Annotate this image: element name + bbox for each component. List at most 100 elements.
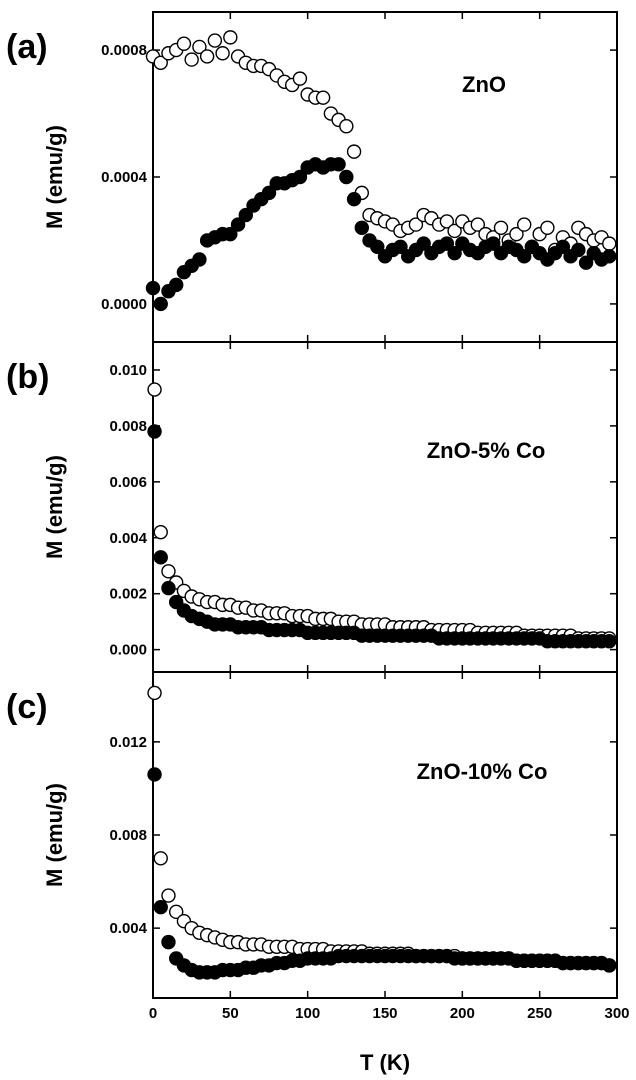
data-point (238, 207, 254, 223)
panel-label: (c) (6, 688, 48, 726)
y-axis-title: M (emu/g) (42, 455, 67, 559)
data-point (168, 277, 184, 293)
data-point (493, 220, 509, 235)
data-point (161, 888, 176, 903)
data-point (602, 958, 617, 973)
data-point (555, 239, 571, 255)
x-tick-label: 100 (295, 1005, 320, 1022)
data-point (602, 249, 617, 264)
series-filled-circle (147, 424, 617, 649)
y-tick-label: 0.0004 (101, 169, 148, 186)
y-tick-label: 0.0000 (101, 296, 147, 313)
data-point (215, 46, 230, 61)
data-point (439, 214, 455, 229)
y-tick-label: 0.0008 (101, 42, 147, 59)
data-point (161, 564, 176, 579)
data-point (346, 192, 362, 207)
data-point (571, 242, 586, 258)
y-tick-label: 0.008 (109, 827, 147, 844)
data-point (145, 280, 161, 296)
series-filled-circle (147, 767, 617, 980)
panel-label: (b) (6, 358, 49, 396)
y-tick-label: 0.002 (109, 586, 147, 603)
data-point (346, 144, 362, 159)
x-tick-label: 50 (222, 1005, 239, 1022)
data-point (602, 634, 617, 649)
data-point (147, 767, 162, 782)
data-point (147, 685, 162, 701)
data-point (517, 217, 532, 232)
data-point (578, 255, 594, 270)
data-point (168, 904, 184, 920)
y-axis-title: M (emu/g) (42, 125, 67, 229)
data-point (393, 239, 408, 255)
data-point (339, 119, 354, 134)
sample-annotation: ZnO-10% Co (417, 759, 548, 784)
x-tick-label: 250 (527, 1005, 552, 1022)
data-point (486, 236, 501, 251)
y-tick-label: 0.010 (109, 362, 147, 379)
data-point (509, 226, 524, 242)
data-point (147, 424, 162, 439)
panel-b: 0.000 0.002 0.004 0.006 0.008 0.010 (b) ZnO-5% … (6, 341, 618, 673)
series-open-circle (147, 382, 617, 646)
data-point (184, 52, 199, 67)
panel-a: 0.0000 0.0004 0.0008 (a) ZnO M (emu/g) (6, 11, 618, 343)
data-point (192, 252, 207, 267)
data-point (153, 296, 168, 312)
data-point (261, 185, 277, 201)
data-point (517, 249, 532, 264)
panel-c: 0.004 0.008 0.012 0 50 100 150 200 250 300 (c) ZnO-… (6, 671, 630, 1022)
data-point (161, 580, 176, 596)
data-point (192, 39, 207, 55)
data-point (153, 851, 168, 866)
data-point (153, 899, 168, 915)
series-open-circle (145, 30, 617, 258)
data-point (230, 217, 246, 232)
data-point (447, 223, 462, 239)
data-point (416, 236, 431, 251)
data-point (354, 220, 369, 235)
x-tick-label: 300 (604, 1005, 629, 1022)
panel-label: (a) (6, 28, 48, 66)
data-point (315, 90, 331, 105)
y-tick-label: 0.006 (109, 474, 147, 491)
data-point (447, 245, 462, 261)
x-tick-label: 200 (450, 1005, 475, 1022)
x-tick-label: 150 (372, 1005, 397, 1022)
data-point (292, 71, 308, 86)
data-point (408, 217, 424, 232)
data-point (370, 239, 385, 255)
data-point (161, 934, 176, 950)
data-point (470, 217, 485, 232)
y-axis-title: M (emu/g) (42, 783, 67, 887)
data-point (223, 226, 238, 242)
data-point (540, 220, 555, 235)
x-axis-title: T (K) (360, 1050, 410, 1075)
data-point (331, 157, 346, 172)
data-point (439, 236, 455, 251)
sample-annotation: ZnO (462, 72, 506, 97)
data-point (176, 36, 192, 51)
data-point (207, 33, 223, 48)
plot-frame (152, 11, 618, 343)
data-point (602, 236, 617, 251)
y-tick-label: 0.000 (109, 642, 147, 659)
data-point (153, 550, 168, 565)
data-point (223, 30, 238, 45)
series-open-circle (147, 685, 617, 973)
data-point (292, 169, 308, 185)
x-tick-label: 0 (149, 1005, 157, 1022)
data-point (339, 169, 354, 185)
y-tick-label: 0.008 (109, 418, 147, 435)
y-tick-label: 0.004 (109, 920, 147, 937)
sample-annotation: ZnO-5% Co (427, 438, 546, 463)
data-point (153, 524, 168, 540)
data-point (199, 49, 215, 64)
data-point (147, 382, 162, 397)
y-tick-label: 0.004 (109, 530, 147, 547)
y-tick-label: 0.012 (109, 734, 147, 751)
series-filled-circle (145, 157, 617, 312)
